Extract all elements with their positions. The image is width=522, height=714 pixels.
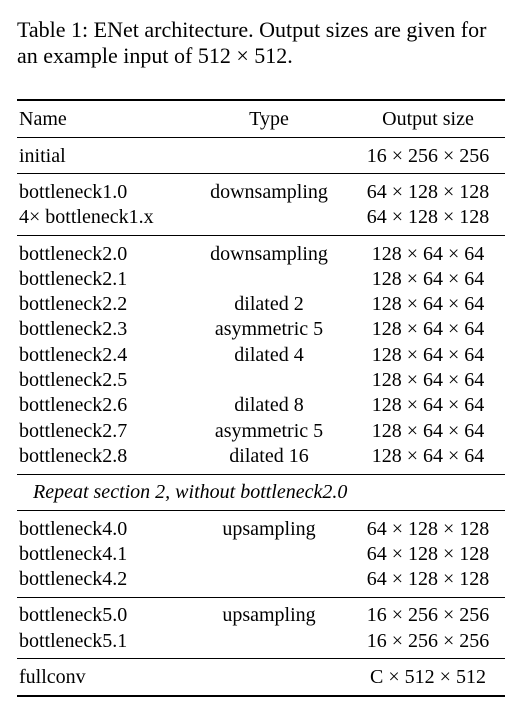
layer-type	[187, 138, 351, 174]
output-size: 64 × 128 × 128	[366, 542, 490, 565]
layer-type: dilated 4	[234, 343, 304, 366]
row-group: bottleneck1.0 downsampling 64 × 128 × 128 4…	[17, 173, 505, 236]
layer-type: downsampling	[210, 180, 328, 203]
table-row: bottleneck4.1 64 × 128 × 128	[17, 541, 505, 566]
table-row: bottleneck1.0 downsampling 64 × 128 × 128	[17, 174, 505, 205]
layer-name: fullconv	[19, 665, 86, 688]
table-row: bottleneck2.7 asymmetric 5 128 × 64 × 64	[17, 418, 505, 443]
layer-name: bottleneck2.7	[19, 419, 128, 442]
layer-type	[187, 205, 351, 236]
table-row: bottleneck2.2 dilated 2 128 × 64 × 64	[17, 291, 505, 316]
table-row: bottleneck4.0 upsampling 64 × 128 × 128	[17, 510, 505, 541]
layer-type	[187, 266, 351, 291]
table-row: bottleneck2.3 asymmetric 5 128 × 64 × 64	[17, 317, 505, 342]
table-row: bottleneck2.4 dilated 4 128 × 64 × 64	[17, 342, 505, 367]
layer-type: upsampling	[222, 517, 316, 540]
layer-type	[187, 566, 351, 597]
layer-name: bottleneck2.3	[19, 318, 128, 341]
layer-name: 4× bottleneck1.x	[19, 206, 154, 229]
table-row: bottleneck2.0 downsampling 128 × 64 × 64	[17, 235, 505, 266]
row-group: bottleneck4.0 upsampling 64 × 128 × 128 bot…	[17, 510, 505, 597]
table-caption: Table 1: ENet architecture. Output sizes…	[17, 17, 487, 68]
table-row: bottleneck5.1 16 × 256 × 256	[17, 628, 505, 659]
table-row: bottleneck5.0 upsampling 16 × 256 × 256	[17, 597, 505, 628]
row-group: initial 16 × 256 × 256	[17, 137, 505, 174]
output-size: 16 × 256 × 256	[366, 604, 490, 627]
output-size: 64 × 128 × 128	[366, 568, 490, 591]
layer-type: dilated 8	[234, 394, 304, 417]
row-group: fullconv C × 512 × 512	[17, 658, 505, 696]
layer-type	[187, 541, 351, 566]
layer-name: bottleneck2.4	[19, 343, 128, 366]
output-size: 128 × 64 × 64	[371, 369, 485, 392]
layer-name: bottleneck2.2	[19, 293, 128, 316]
layer-type: asymmetric 5	[214, 419, 324, 442]
layer-type	[187, 367, 351, 392]
row-group: Repeat section 2, without bottleneck2.0	[17, 474, 505, 510]
output-size: 128 × 64 × 64	[371, 293, 485, 316]
output-size: 128 × 64 × 64	[371, 419, 485, 442]
layer-name: bottleneck2.8	[19, 444, 128, 467]
table-row: bottleneck2.1 128 × 64 × 64	[17, 266, 505, 291]
output-size: 128 × 64 × 64	[371, 444, 485, 467]
layer-type: dilated 16	[229, 444, 309, 467]
output-size: 16 × 256 × 256	[366, 629, 490, 652]
header-row: Name Type Output size	[17, 100, 505, 138]
table-row: bottleneck2.5 128 × 64 × 64	[17, 367, 505, 392]
output-size: 64 × 128 × 128	[366, 180, 490, 203]
output-size: 16 × 256 × 256	[366, 144, 490, 167]
note-row: Repeat section 2, without bottleneck2.0	[17, 474, 505, 510]
table-row: initial 16 × 256 × 256	[17, 138, 505, 174]
table-row: bottleneck2.8 dilated 16 128 × 64 × 64	[17, 443, 505, 474]
output-size: 64 × 128 × 128	[366, 206, 490, 229]
layer-name: bottleneck2.5	[19, 369, 128, 392]
row-group: bottleneck2.0 downsampling 128 × 64 × 64 bo…	[17, 235, 505, 474]
layer-name: bottleneck2.0	[19, 242, 128, 265]
table-row: fullconv C × 512 × 512	[17, 659, 505, 696]
layer-name: initial	[19, 144, 66, 167]
column-header: Output size	[382, 107, 474, 130]
output-size: C × 512 × 512	[370, 665, 486, 688]
layer-name: bottleneck4.0	[19, 517, 128, 540]
column-header: Type	[249, 107, 289, 130]
layer-type: downsampling	[210, 242, 328, 265]
layer-type	[187, 628, 351, 659]
output-size: 128 × 64 × 64	[371, 318, 485, 341]
row-group: bottleneck5.0 upsampling 16 × 256 × 256 bot…	[17, 597, 505, 659]
layer-name: bottleneck1.0	[19, 180, 128, 203]
table-row: 4× bottleneck1.x 64 × 128 × 128	[17, 205, 505, 236]
output-size: 64 × 128 × 128	[366, 517, 490, 540]
output-size: 128 × 64 × 64	[371, 267, 485, 290]
table-header: Name Type Output size	[17, 100, 505, 138]
layer-type: dilated 2	[234, 293, 304, 316]
layer-type: upsampling	[222, 604, 316, 627]
layer-name: bottleneck4.1	[19, 542, 128, 565]
table-row: bottleneck4.2 64 × 128 × 128	[17, 566, 505, 597]
layer-name: bottleneck4.2	[19, 568, 128, 591]
layer-name: bottleneck2.1	[19, 267, 128, 290]
layer-type: asymmetric 5	[214, 318, 324, 341]
layer-type	[187, 659, 351, 696]
output-size: 128 × 64 × 64	[371, 343, 485, 366]
output-size: 128 × 64 × 64	[371, 394, 485, 417]
architecture-table: Name Type Output size initial 16 × 256 × 25…	[17, 99, 505, 697]
output-size: 128 × 64 × 64	[371, 242, 485, 265]
layer-name: bottleneck5.1	[19, 629, 128, 652]
layer-name: bottleneck5.0	[19, 604, 128, 627]
column-header: Name	[19, 107, 67, 130]
table-row: bottleneck2.6 dilated 8 128 × 64 × 64	[17, 393, 505, 418]
section-note: Repeat section 2, without bottleneck2.0	[33, 481, 348, 504]
layer-name: bottleneck2.6	[19, 394, 128, 417]
